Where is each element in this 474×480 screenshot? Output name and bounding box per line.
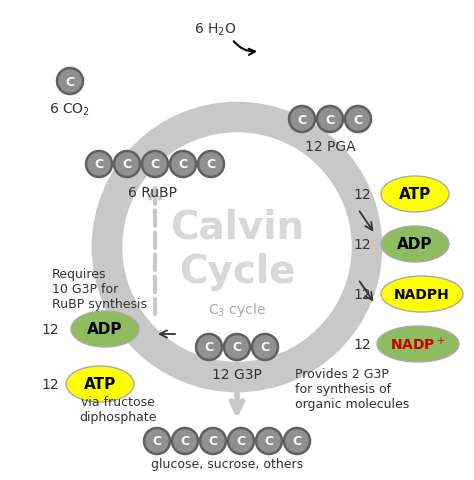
Text: C: C — [150, 158, 160, 171]
Ellipse shape — [377, 326, 459, 362]
Circle shape — [289, 107, 315, 133]
Ellipse shape — [381, 276, 463, 312]
Circle shape — [144, 428, 170, 454]
Text: C: C — [237, 434, 246, 447]
Ellipse shape — [66, 366, 134, 402]
Text: C: C — [326, 113, 335, 126]
Text: C: C — [181, 434, 190, 447]
Text: C: C — [65, 75, 74, 88]
Circle shape — [198, 152, 224, 178]
Text: ATP: ATP — [84, 377, 116, 392]
Text: 12: 12 — [353, 188, 371, 202]
Text: NADP$^+$: NADP$^+$ — [391, 336, 446, 353]
Text: ADP: ADP — [397, 237, 433, 252]
Text: NADPH: NADPH — [394, 288, 450, 301]
Text: C: C — [209, 434, 218, 447]
Text: 6 H$_2$O: 6 H$_2$O — [194, 22, 236, 38]
Text: C: C — [232, 341, 242, 354]
Circle shape — [86, 152, 112, 178]
Text: C: C — [207, 158, 216, 171]
Circle shape — [200, 428, 226, 454]
Circle shape — [142, 152, 168, 178]
Circle shape — [317, 107, 343, 133]
Text: C: C — [260, 341, 270, 354]
Text: C: C — [178, 158, 188, 171]
Circle shape — [57, 69, 83, 95]
Text: 12: 12 — [353, 288, 371, 301]
Ellipse shape — [71, 312, 139, 347]
Text: C: C — [94, 158, 103, 171]
Text: 12 G3P: 12 G3P — [212, 367, 262, 381]
Text: Provides 2 G3P
for synthesis of
organic molecules: Provides 2 G3P for synthesis of organic … — [295, 368, 409, 411]
Text: 12: 12 — [41, 323, 59, 336]
Text: ATP: ATP — [399, 187, 431, 202]
Text: glucose, sucrose, others: glucose, sucrose, others — [151, 457, 303, 470]
Circle shape — [172, 428, 198, 454]
Text: C: C — [298, 113, 307, 126]
Text: 12: 12 — [353, 337, 371, 351]
Text: C: C — [264, 434, 273, 447]
Text: C: C — [153, 434, 162, 447]
Circle shape — [228, 428, 254, 454]
Circle shape — [196, 334, 222, 360]
Text: 6 CO$_2$: 6 CO$_2$ — [49, 102, 91, 118]
Text: 6 RuBP: 6 RuBP — [128, 186, 177, 200]
Text: 12 PGA: 12 PGA — [305, 140, 356, 154]
Text: C: C — [204, 341, 214, 354]
Circle shape — [114, 152, 140, 178]
Circle shape — [252, 334, 278, 360]
Circle shape — [284, 428, 310, 454]
Circle shape — [345, 107, 371, 133]
Text: C$_3$ cycle: C$_3$ cycle — [208, 300, 266, 318]
Text: Requires
10 G3P for
RuBP synthesis: Requires 10 G3P for RuBP synthesis — [52, 268, 147, 311]
Text: 12: 12 — [41, 377, 59, 391]
Text: via fructose
diphosphate: via fructose diphosphate — [79, 395, 157, 423]
Text: ADP: ADP — [87, 322, 123, 337]
Text: C: C — [122, 158, 132, 171]
Text: C: C — [354, 113, 363, 126]
Text: 12: 12 — [353, 238, 371, 252]
Text: Calvin
Cycle: Calvin Cycle — [170, 209, 304, 290]
Circle shape — [256, 428, 282, 454]
Circle shape — [170, 152, 196, 178]
Text: C: C — [292, 434, 301, 447]
Circle shape — [224, 334, 250, 360]
Ellipse shape — [381, 177, 449, 213]
Ellipse shape — [381, 227, 449, 263]
